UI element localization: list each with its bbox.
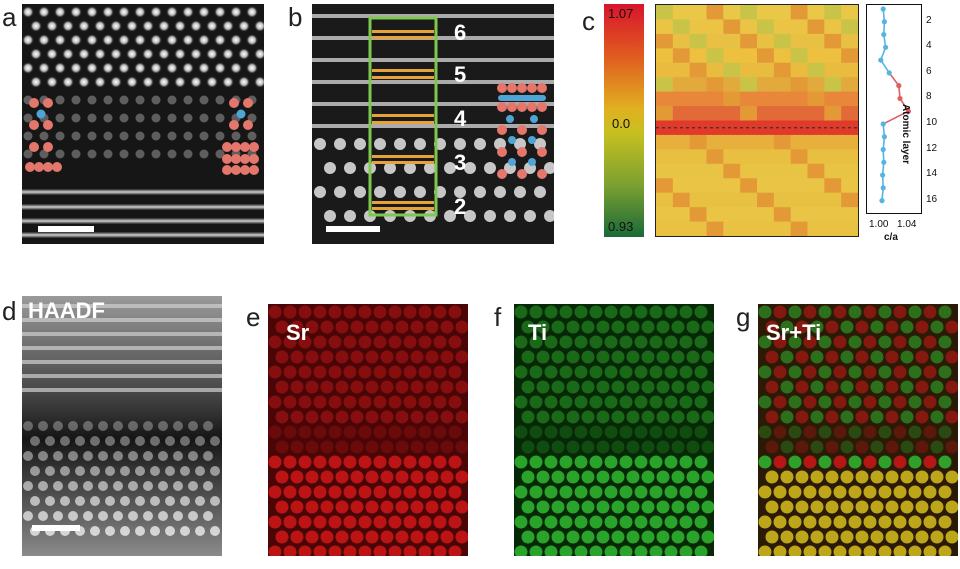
profile-point-layer-10 <box>880 121 886 127</box>
x-axis-title: c/a <box>884 232 898 243</box>
panel-b-stem-image: 6 5 4 3 2 <box>312 4 554 244</box>
scale-bar-d <box>32 525 80 531</box>
y-tick-8: 8 <box>926 91 932 103</box>
panel-f-ti-map: Ti <box>514 304 714 556</box>
profile-point-layer-7 <box>896 83 902 89</box>
colorbar-max: 1.07 <box>608 6 634 21</box>
profile-point-layer-16 <box>879 198 885 204</box>
profile-point-layer-13 <box>881 159 887 165</box>
colorbar-mid: 0.0 <box>612 116 631 131</box>
y-tick-2: 2 <box>926 14 932 26</box>
panel-label-g: g <box>736 302 751 332</box>
profile-point-layer-5 <box>878 57 884 63</box>
profile-point-layer-8 <box>897 95 903 102</box>
atom-model-right <box>222 98 259 175</box>
layer-label-2: 2 <box>454 194 467 219</box>
profile-segment <box>882 110 909 125</box>
profile-point-layer-3 <box>881 31 887 38</box>
layer-label-6: 6 <box>454 20 467 45</box>
profile-point-layer-14 <box>880 172 886 178</box>
y-tick-12: 12 <box>926 142 938 154</box>
panel-label-f: f <box>494 302 502 332</box>
ca-heatmap <box>655 4 859 237</box>
haadf-title: HAADF <box>28 298 105 323</box>
profile-point-layer-15 <box>880 185 886 191</box>
profile-segment <box>888 72 900 87</box>
profile-point-layer-4 <box>883 44 889 50</box>
atom-model-b <box>497 83 547 179</box>
panel-e-sr-map: Sr <box>268 304 468 556</box>
sr-title: Sr <box>286 320 310 345</box>
sr-ti-title: Sr+Ti <box>766 320 822 345</box>
highlight-frame <box>368 16 438 217</box>
panel-label-c: c <box>582 6 595 36</box>
y-axis-title: Atomic layer <box>900 104 911 165</box>
profile-point-layer-12 <box>880 146 886 153</box>
atom-model-left <box>25 98 62 172</box>
panel-label-a: a <box>2 2 17 32</box>
ca-profile-plot <box>866 4 922 214</box>
profile-point-layer-11 <box>881 134 887 140</box>
y-tick-16: 16 <box>926 193 938 205</box>
ti-title: Ti <box>528 320 548 345</box>
y-tick-6: 6 <box>926 65 932 77</box>
profile-point-layer-2 <box>881 19 887 25</box>
y-tick-14: 14 <box>926 168 938 180</box>
layer-label-5: 5 <box>454 62 467 87</box>
y-tick-10: 10 <box>926 116 938 128</box>
layer-label-4: 4 <box>454 106 467 131</box>
panel-a-stem-image <box>22 4 264 244</box>
panel-label-b: b <box>288 2 303 32</box>
panel-label-d: d <box>2 296 17 326</box>
profile-point-layer-9 <box>905 108 911 114</box>
profile-point-layer-6 <box>886 70 892 76</box>
profile-point-layer-1 <box>880 6 886 12</box>
colorbar <box>604 4 644 237</box>
layer-label-3: 3 <box>454 150 467 175</box>
y-tick-4: 4 <box>926 40 932 52</box>
panel-label-e: e <box>246 302 261 332</box>
colorbar-min: 0.93 <box>608 219 634 234</box>
layer-lines <box>372 30 434 210</box>
panel-g-sr-ti-overlay: Sr+Ti <box>758 304 958 556</box>
scale-bar-a <box>38 226 94 232</box>
panel-d-haadf-image: HAADF <box>22 296 222 556</box>
x-tick-1-04: 1.04 <box>897 219 917 230</box>
x-tick-1-00: 1.00 <box>869 219 889 230</box>
scale-bar-b <box>326 226 380 232</box>
